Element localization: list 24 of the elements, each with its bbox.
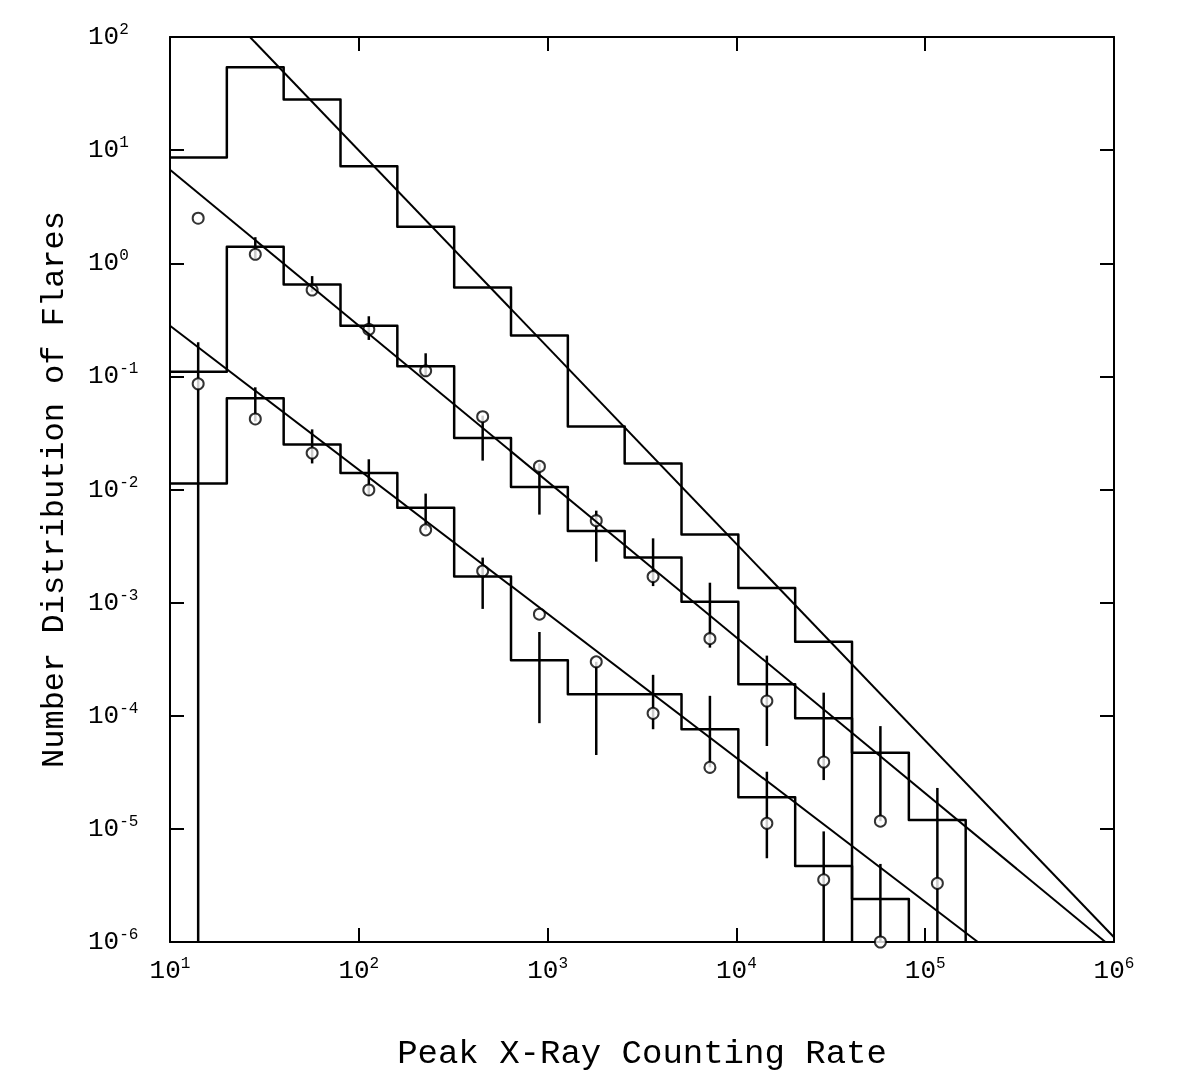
point <box>419 523 433 537</box>
point <box>362 483 376 497</box>
point <box>873 814 887 828</box>
x-axis-title: Peak X-Ray Counting Rate <box>397 1035 887 1073</box>
point <box>646 570 660 584</box>
point <box>646 706 660 720</box>
point <box>191 377 205 391</box>
point <box>248 412 262 426</box>
point <box>817 873 831 887</box>
point <box>703 632 717 646</box>
point <box>305 446 319 460</box>
point <box>760 694 774 708</box>
point <box>248 247 262 261</box>
point <box>476 410 490 424</box>
point <box>930 876 944 890</box>
point <box>532 607 546 621</box>
point <box>703 760 717 774</box>
point <box>532 459 546 473</box>
point <box>873 935 887 949</box>
y-axis-title: Number Distribution of Flares <box>35 211 73 768</box>
point <box>191 211 205 225</box>
point <box>817 755 831 769</box>
point <box>760 816 774 830</box>
point <box>589 655 603 669</box>
